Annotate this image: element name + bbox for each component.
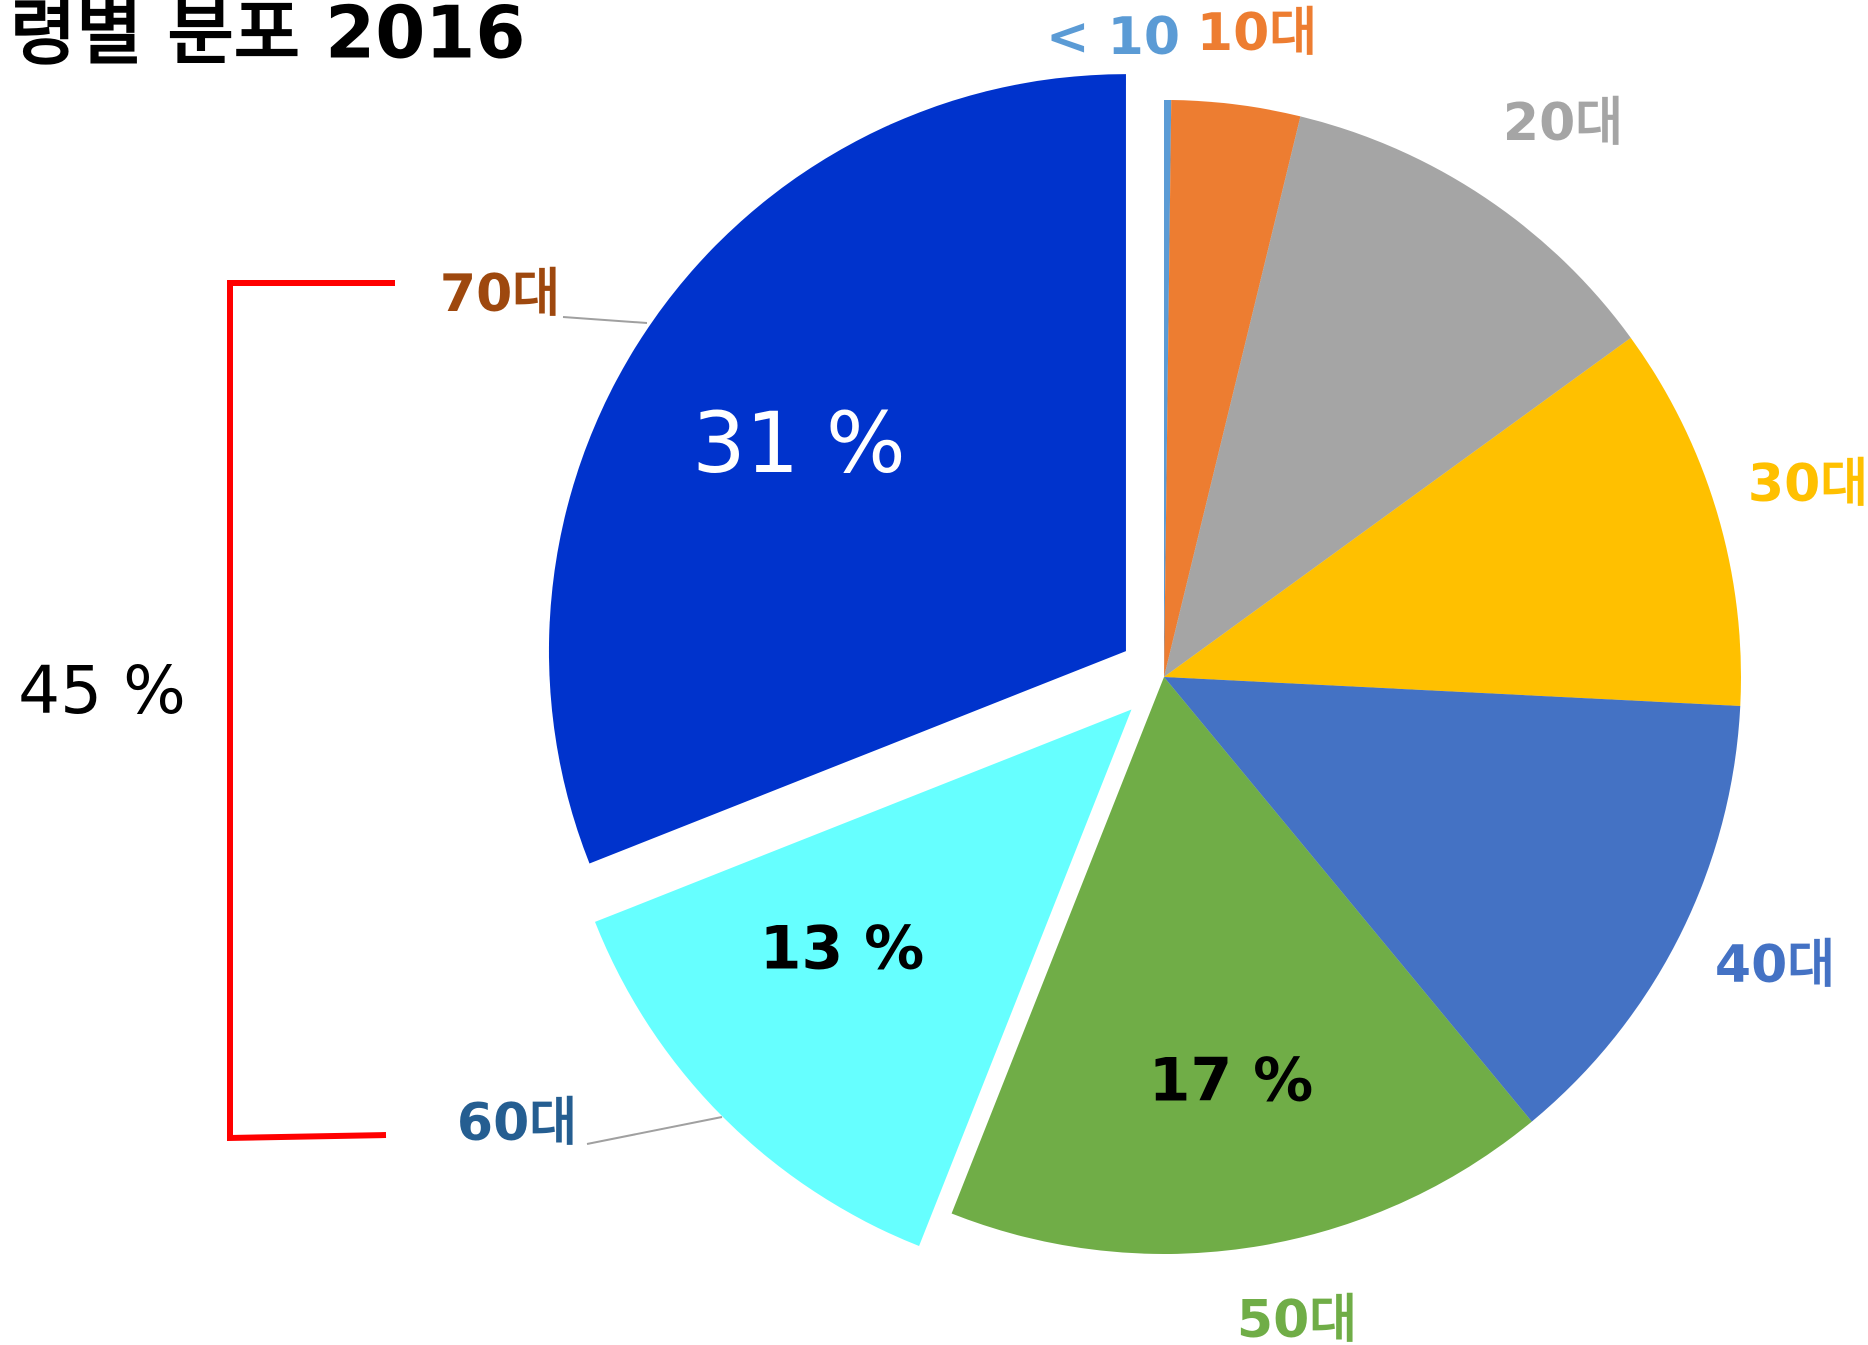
category-label: 70대: [440, 264, 560, 324]
category-label: 60대: [457, 1093, 577, 1153]
pie-slice: [594, 709, 1132, 1247]
category-label: 30대: [1748, 454, 1868, 514]
category-label: 20대: [1503, 93, 1623, 153]
annotation: 45 %: [18, 652, 186, 729]
leader-line: [586, 1116, 723, 1145]
category-label: < 10: [1046, 7, 1180, 67]
chart-title: 령별 분포 2016: [10, 0, 525, 75]
pie-slice: [1164, 100, 1172, 677]
pie-slice: [1164, 677, 1741, 1122]
pie-slice: [951, 677, 1532, 1254]
pie-slice: [1164, 116, 1631, 678]
leader-line: [562, 316, 648, 324]
pie-slice: [548, 74, 1126, 864]
category-label: 40대: [1715, 935, 1835, 995]
data-label: 31 %: [692, 394, 905, 492]
pie-slice: [1164, 337, 1741, 706]
pie-slice: [1164, 100, 1301, 678]
bracket: [227, 280, 395, 1142]
category-label: 50대: [1237, 1290, 1357, 1345]
data-label: 17 %: [1149, 1046, 1314, 1116]
data-label: 13 %: [760, 914, 925, 984]
category-label: 10대: [1197, 3, 1317, 63]
